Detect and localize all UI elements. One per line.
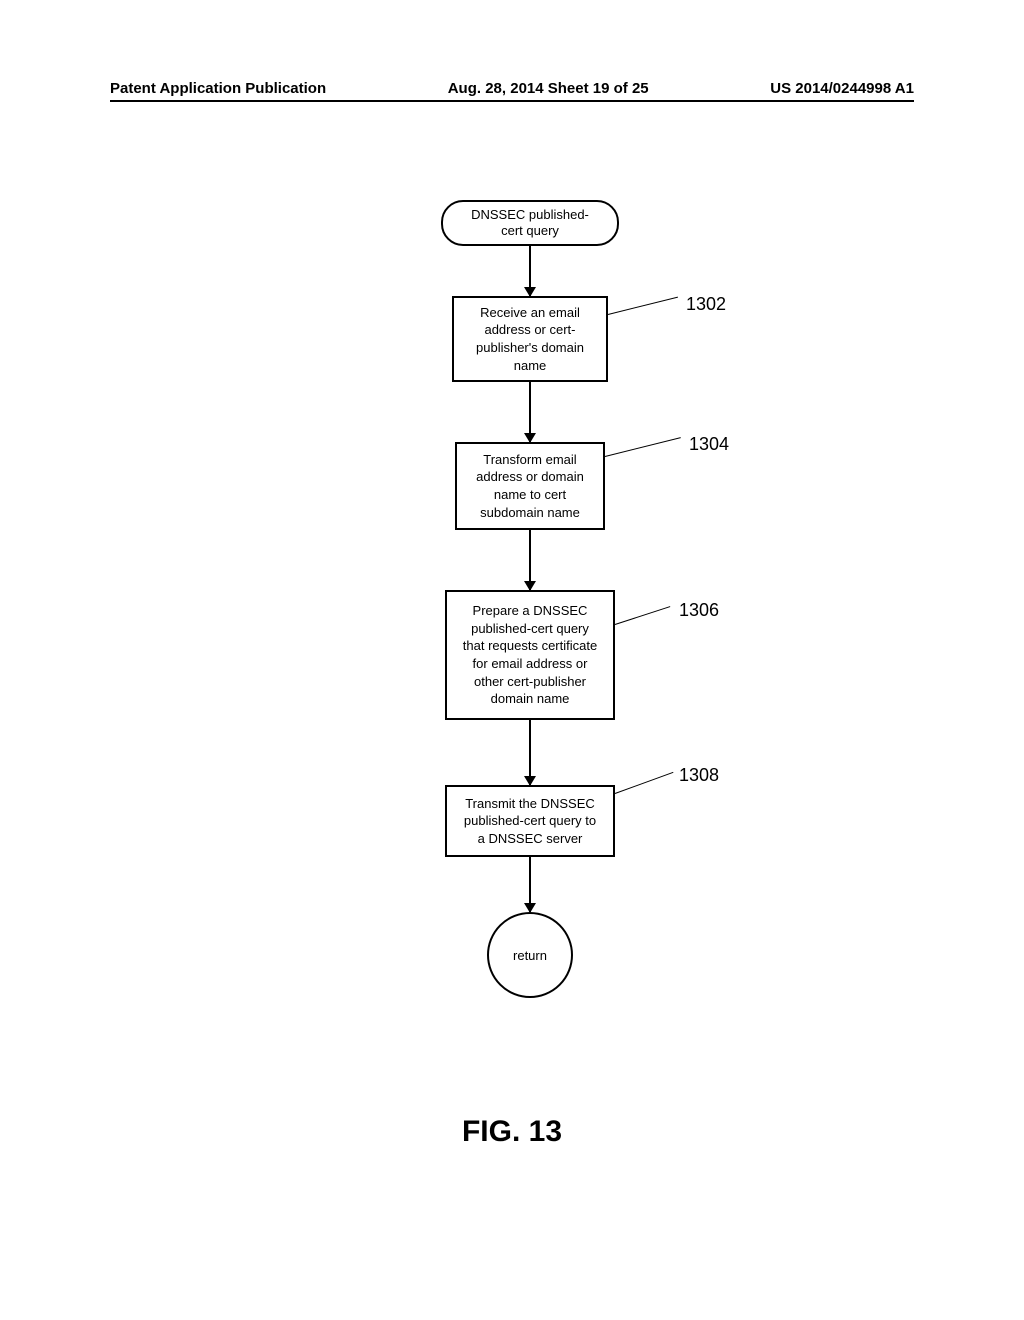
node-label: Prepare a DNSSECpublished-cert querythat…: [463, 602, 597, 707]
process-node-1304: Transform emailaddress or domainname to …: [455, 442, 605, 530]
ref-number: 1306: [679, 598, 719, 622]
flow-arrow: [370, 720, 690, 785]
process-node-1306: Prepare a DNSSECpublished-cert querythat…: [445, 590, 615, 720]
terminal-node: return: [487, 912, 573, 998]
ref-number: 1304: [689, 432, 729, 456]
figure-caption: FIG. 13: [0, 1115, 1024, 1149]
node-label: Transform emailaddress or domainname to …: [476, 451, 584, 521]
header-left: Patent Application Publication: [110, 80, 326, 97]
ref-number: 1308: [679, 763, 719, 787]
flow-arrow: [370, 857, 690, 912]
node-label: Transmit the DNSSECpublished-cert query …: [464, 795, 596, 848]
ref-number: 1302: [686, 292, 726, 316]
flow-arrow: [370, 246, 690, 296]
ref-leader: [608, 297, 678, 315]
header-rule: [110, 100, 914, 102]
process-node-1308: Transmit the DNSSECpublished-cert query …: [445, 785, 615, 857]
terminal-label: return: [513, 948, 547, 963]
process-node-1302: Receive an emailaddress or cert-publishe…: [452, 296, 608, 382]
start-label: DNSSEC published-cert query: [471, 207, 589, 240]
flow-arrow: [370, 382, 690, 442]
header-right: US 2014/0244998 A1: [770, 80, 914, 97]
page-header: Patent Application Publication Aug. 28, …: [0, 80, 1024, 97]
ref-leader: [615, 606, 670, 625]
header-center: Aug. 28, 2014 Sheet 19 of 25: [448, 80, 649, 97]
flowchart: DNSSEC published-cert query Receive an e…: [370, 200, 690, 998]
flow-arrow: [370, 530, 690, 590]
start-node: DNSSEC published-cert query: [441, 200, 619, 246]
node-label: Receive an emailaddress or cert-publishe…: [476, 304, 584, 374]
